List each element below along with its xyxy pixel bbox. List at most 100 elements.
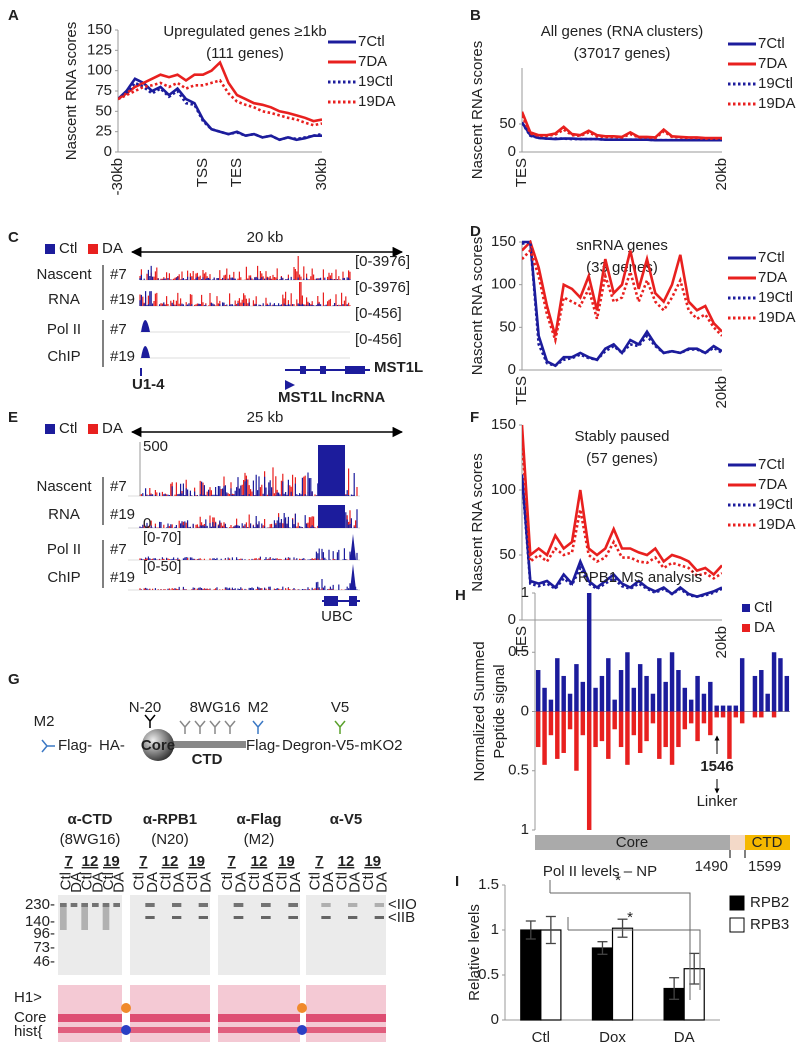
range-label: [0-70] bbox=[143, 529, 181, 546]
chart-title: RPB1 MS analysis bbox=[578, 569, 702, 586]
ladder-dot bbox=[121, 1003, 131, 1013]
stain-label: hist{ bbox=[14, 1023, 42, 1040]
gene-label: UBC bbox=[321, 608, 353, 625]
stain-label: Core bbox=[14, 1009, 47, 1026]
track-signal bbox=[139, 265, 351, 280]
series-line bbox=[522, 437, 722, 580]
bar bbox=[625, 711, 630, 765]
legend-label: DA bbox=[754, 619, 775, 636]
stain bbox=[306, 985, 386, 1042]
y-tick-label: 75 bbox=[95, 82, 112, 99]
bar bbox=[695, 675, 700, 712]
gene-label: MST1L lncRNA bbox=[278, 389, 385, 406]
blot-band bbox=[288, 916, 298, 919]
blot-band bbox=[288, 903, 298, 907]
bar bbox=[625, 652, 630, 712]
bar bbox=[631, 687, 637, 712]
stain-band bbox=[306, 1014, 386, 1022]
gene-label: MST1L bbox=[374, 359, 423, 376]
antibody-icon bbox=[252, 720, 264, 734]
series-line bbox=[118, 77, 322, 142]
bar bbox=[561, 711, 566, 753]
y-tick-label: 100 bbox=[491, 276, 516, 293]
stain-band bbox=[58, 1014, 122, 1022]
lane-label: Ctl bbox=[100, 872, 117, 890]
bar bbox=[733, 711, 739, 718]
bar bbox=[708, 681, 713, 712]
x-tick-label: Ctl bbox=[532, 1029, 550, 1046]
y-tick-label: 0.5 bbox=[478, 966, 499, 983]
bar bbox=[574, 664, 579, 712]
legend-label: 7Ctl bbox=[758, 249, 785, 266]
legend-label: 7Ctl bbox=[358, 33, 385, 50]
bar bbox=[520, 929, 542, 1021]
chip-peak bbox=[350, 564, 356, 590]
lane-label: Ctl bbox=[333, 872, 350, 890]
blot-antibody-clone: (M2) bbox=[244, 831, 275, 848]
bar bbox=[778, 658, 783, 712]
construct-part: CTD bbox=[192, 751, 223, 768]
lane-label: Ctl bbox=[360, 872, 377, 890]
blot-band bbox=[374, 903, 384, 907]
legend-label: 19Ctl bbox=[758, 75, 793, 92]
bar bbox=[599, 675, 605, 712]
clone-label: 12 bbox=[338, 853, 355, 870]
bar bbox=[682, 711, 688, 730]
assay-label: ChIP bbox=[47, 569, 80, 586]
construct-part: HA- bbox=[99, 737, 125, 754]
y-tick-label: 1.5 bbox=[478, 876, 499, 893]
blot-band bbox=[321, 916, 331, 919]
track-signal bbox=[139, 282, 351, 306]
series-line bbox=[522, 240, 722, 337]
blot-antibody: α-RPB1 bbox=[143, 811, 197, 828]
track-signal bbox=[139, 588, 352, 590]
bar bbox=[765, 693, 770, 712]
assay-label: Nascent bbox=[36, 266, 92, 283]
construct-part: Degron- bbox=[282, 737, 336, 754]
legend-label: 7Ctl bbox=[758, 35, 785, 52]
ctd-domain bbox=[745, 835, 790, 850]
construct-part: Flag- bbox=[246, 737, 280, 754]
blot-antibody: α-Flag bbox=[236, 811, 281, 828]
chip-peak bbox=[141, 346, 150, 358]
sample-label: #19 bbox=[110, 348, 135, 365]
clone-label: 7 bbox=[139, 853, 147, 870]
y-tick-label: 150 bbox=[491, 233, 516, 250]
x-tick-label: 20kb bbox=[713, 158, 730, 191]
legend-swatch bbox=[45, 424, 55, 434]
series-line bbox=[118, 78, 322, 127]
ladder-dot bbox=[121, 1025, 131, 1035]
gene-model bbox=[285, 380, 295, 390]
bar bbox=[682, 687, 688, 712]
panel-label: A bbox=[8, 7, 19, 24]
bar bbox=[739, 711, 745, 724]
error-bar bbox=[525, 920, 536, 940]
assay-label: RNA bbox=[48, 291, 80, 308]
y-tick-label: 0.5 bbox=[508, 762, 529, 779]
lane-label: DA bbox=[89, 872, 106, 893]
clone-label: 19 bbox=[188, 853, 205, 870]
y-axis-label: Relative levels bbox=[466, 904, 483, 1001]
bar bbox=[567, 693, 573, 712]
track-signal bbox=[139, 256, 351, 280]
legend-label: 7DA bbox=[358, 53, 387, 70]
lane-label: Ctl bbox=[219, 872, 236, 890]
y-tick-label: 50 bbox=[499, 318, 516, 335]
core-domain bbox=[535, 835, 730, 850]
y-axis-label: Nascent RNA scores bbox=[469, 41, 486, 179]
track-block bbox=[318, 445, 345, 496]
bar bbox=[593, 711, 598, 748]
x-tick-label: 20kb bbox=[713, 626, 730, 659]
antibody-icon bbox=[41, 739, 55, 753]
bar bbox=[611, 927, 634, 1021]
assay-label: RNA bbox=[48, 506, 80, 523]
blot-antibody: α-CTD bbox=[67, 811, 112, 828]
bar bbox=[727, 705, 732, 712]
significance-bracket bbox=[567, 917, 701, 990]
lane-label: Ctl bbox=[307, 872, 324, 890]
bar bbox=[631, 711, 637, 736]
blot-band bbox=[145, 916, 155, 919]
bar bbox=[555, 711, 560, 759]
y-tick-label: 100 bbox=[491, 481, 516, 498]
bar bbox=[591, 947, 614, 1021]
